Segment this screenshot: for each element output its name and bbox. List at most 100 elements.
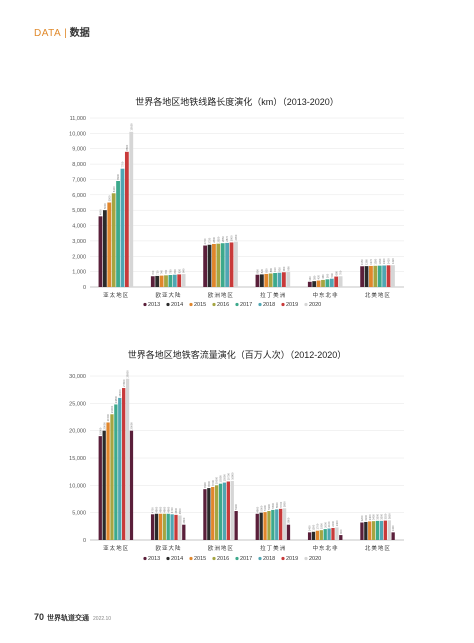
y-tick-label: 5,000 bbox=[72, 208, 86, 214]
bar bbox=[382, 265, 387, 287]
bar bbox=[230, 480, 234, 540]
data-label: 2800 bbox=[182, 517, 186, 523]
bar bbox=[124, 151, 129, 287]
bar bbox=[111, 193, 116, 287]
bar bbox=[226, 481, 230, 540]
bar bbox=[311, 531, 316, 540]
chart1-title: 世界各地区地铁线路长度演化（km）（2013-2020） bbox=[135, 97, 339, 107]
data-label: 2850 bbox=[221, 236, 225, 242]
bar bbox=[275, 509, 279, 540]
data-label: 1370 bbox=[369, 258, 373, 264]
bar bbox=[360, 266, 365, 287]
category-label: 中东北非 bbox=[312, 544, 338, 552]
data-label: 4700 bbox=[151, 507, 155, 513]
bar bbox=[364, 266, 369, 287]
data-label: 780 bbox=[169, 269, 173, 274]
bar bbox=[216, 243, 221, 287]
bar bbox=[286, 271, 291, 287]
bar bbox=[98, 436, 102, 540]
legend-marker bbox=[212, 302, 216, 307]
bar bbox=[229, 242, 234, 287]
data-label: 20000 bbox=[130, 422, 134, 430]
data-label: 5500 bbox=[271, 502, 275, 508]
legend-marker bbox=[189, 302, 193, 307]
bar bbox=[225, 242, 230, 287]
data-label: 29500 bbox=[126, 370, 130, 378]
legend-marker bbox=[212, 556, 216, 561]
data-label: 850 bbox=[264, 268, 268, 273]
bar bbox=[360, 522, 364, 540]
issue-date: 2022.10 bbox=[93, 616, 112, 622]
data-label: 2820 bbox=[216, 236, 220, 242]
category-label: 欧亚大陆 bbox=[155, 544, 181, 552]
data-label: 1380 bbox=[373, 258, 377, 264]
bar bbox=[218, 483, 223, 540]
data-label: 2000 bbox=[323, 522, 327, 528]
bar bbox=[125, 378, 130, 540]
data-label: 3300 bbox=[364, 514, 368, 520]
bar bbox=[263, 512, 267, 540]
data-label: 9300 bbox=[203, 482, 207, 488]
data-label: 19000 bbox=[98, 427, 102, 435]
legend-label: 2020 bbox=[309, 556, 321, 562]
data-label: 2750 bbox=[208, 237, 212, 243]
bar bbox=[316, 280, 321, 287]
category-label: 欧洲地区 bbox=[208, 291, 234, 299]
data-label: 4800 bbox=[255, 506, 259, 512]
bar bbox=[267, 511, 271, 540]
bar bbox=[268, 273, 273, 287]
category-label: 拉丁美洲 bbox=[260, 291, 286, 299]
y-tick-label: 15,000 bbox=[69, 456, 86, 462]
bar bbox=[391, 265, 395, 287]
chart2-title: 世界各地区地铁客流量演化（百万人次）（2012-2020） bbox=[127, 350, 347, 360]
data-label: 1800 bbox=[319, 523, 323, 529]
bar bbox=[116, 180, 120, 287]
data-label: 2200 bbox=[331, 520, 335, 526]
bar bbox=[178, 515, 182, 540]
y-tick-label: 0 bbox=[83, 285, 86, 291]
legend-label: 2019 bbox=[286, 302, 298, 308]
data-label: 3200 bbox=[360, 515, 364, 521]
legend-label: 2013 bbox=[148, 556, 160, 562]
bar bbox=[154, 513, 159, 540]
bar bbox=[234, 511, 238, 540]
data-label: 6100 bbox=[112, 186, 116, 192]
page-number: 70 bbox=[34, 612, 45, 622]
bar bbox=[281, 272, 286, 287]
data-label: 2800 bbox=[212, 236, 216, 242]
data-label: 10300 bbox=[219, 475, 223, 483]
legend-label: 2013 bbox=[148, 302, 160, 308]
data-label: 4800 bbox=[159, 506, 163, 512]
data-label: 820 bbox=[260, 268, 264, 273]
data-label: 1350 bbox=[360, 259, 364, 265]
bar bbox=[386, 265, 391, 287]
data-label: 680 bbox=[334, 270, 338, 275]
bar bbox=[271, 509, 275, 540]
data-label: 420 bbox=[317, 274, 321, 279]
bar bbox=[203, 245, 208, 287]
bar bbox=[373, 265, 378, 287]
data-label: 1500 bbox=[312, 524, 316, 530]
data-label: 5800 bbox=[283, 501, 287, 507]
y-tick-label: 9,000 bbox=[72, 147, 86, 153]
data-label: 3550 bbox=[383, 513, 387, 519]
data-label: 1410 bbox=[387, 258, 391, 264]
bar bbox=[321, 279, 325, 287]
legend-label: 2017 bbox=[240, 556, 252, 562]
legend-label: 2019 bbox=[286, 556, 298, 562]
y-tick-label: 10,000 bbox=[69, 483, 86, 489]
y-tick-label: 25,000 bbox=[69, 401, 86, 407]
bar bbox=[391, 532, 395, 540]
legend-marker bbox=[235, 556, 239, 561]
bar bbox=[150, 514, 155, 540]
category-label: 北美地区 bbox=[365, 544, 391, 552]
data-label: 5100 bbox=[263, 505, 267, 511]
y-tick-label: 10,000 bbox=[69, 131, 86, 137]
bar bbox=[307, 532, 312, 540]
bar bbox=[325, 279, 330, 287]
data-label: 5500 bbox=[107, 195, 111, 201]
bar bbox=[273, 273, 277, 287]
magazine-name: 世界轨道交通 bbox=[47, 615, 90, 622]
data-label: 340 bbox=[308, 276, 312, 281]
bar bbox=[107, 202, 112, 287]
